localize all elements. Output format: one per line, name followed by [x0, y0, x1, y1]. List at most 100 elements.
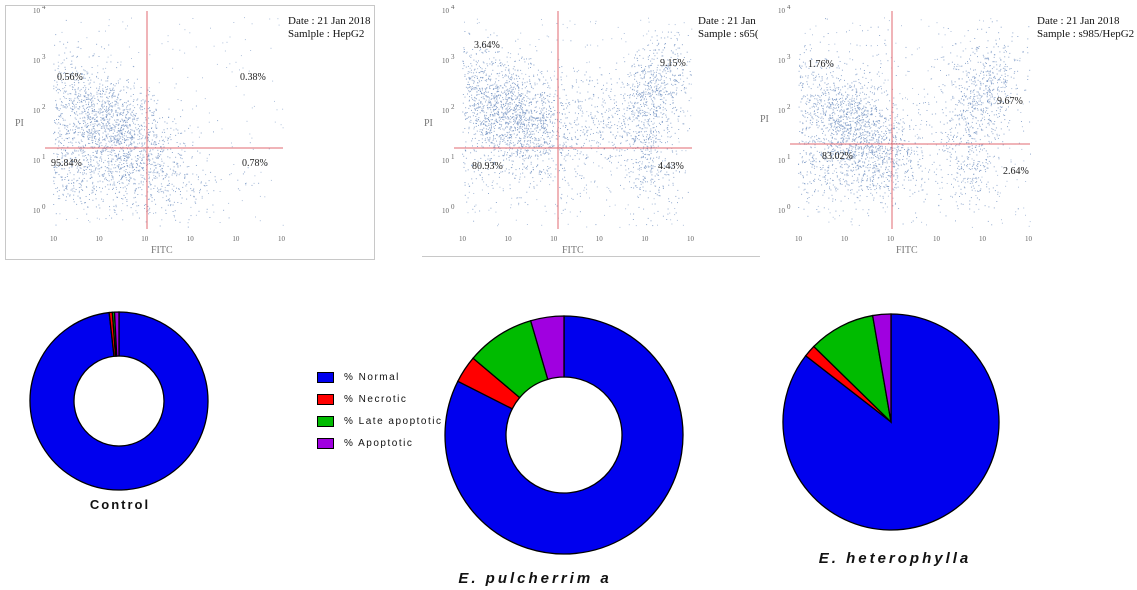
scatter-point	[635, 54, 636, 56]
scatter-point	[482, 77, 484, 79]
scatter-point	[645, 139, 647, 141]
scatter-point	[158, 175, 160, 177]
scatter-point	[497, 86, 499, 88]
scatter-point	[510, 102, 512, 104]
scatter-point	[651, 90, 653, 92]
scatter-point	[160, 151, 162, 152]
scatter-point	[586, 131, 588, 133]
scatter-point	[124, 125, 126, 127]
scatter-point	[61, 31, 63, 33]
scatter-point	[543, 128, 545, 130]
scatter-point	[489, 97, 491, 99]
scatter-point	[562, 168, 564, 169]
scatter-point	[649, 170, 651, 172]
scatter-point	[66, 188, 68, 190]
scatter-point	[489, 136, 491, 138]
scatter-point	[117, 112, 119, 114]
scatter-point	[90, 132, 92, 133]
scatter-point	[496, 35, 498, 37]
scatter-point	[117, 80, 119, 82]
scatter-point	[81, 111, 83, 113]
scatter-point	[82, 179, 83, 181]
scatter-point	[72, 139, 74, 141]
scatter-point	[62, 153, 63, 155]
scatter-point	[687, 130, 689, 132]
scatter-point	[548, 101, 550, 103]
scatter-point	[472, 115, 474, 117]
scatter-point	[637, 95, 639, 97]
scatter-point	[134, 189, 136, 191]
scatter-point	[112, 150, 114, 152]
scatter-point	[651, 63, 653, 64]
scatter-point	[576, 91, 578, 93]
scatter-point	[106, 115, 107, 117]
scatter-point	[464, 31, 466, 32]
scatter-point	[228, 217, 230, 219]
scatter-point	[673, 45, 675, 47]
scatter-point	[59, 135, 61, 137]
scatter-point	[73, 187, 75, 189]
scatter-point	[85, 166, 87, 168]
scatter-point	[667, 68, 668, 70]
scatter-point	[515, 98, 517, 100]
scatter-point	[65, 125, 67, 127]
scatter-point	[502, 139, 504, 140]
scatter-point	[661, 55, 663, 57]
scatter-point	[89, 194, 90, 195]
scatter-point	[614, 112, 616, 114]
scatter-point	[170, 204, 172, 205]
scatter-point	[64, 66, 66, 68]
scatter-point	[520, 148, 522, 150]
scatter-point	[506, 113, 508, 115]
scatter-point	[245, 183, 246, 185]
scatter-point	[167, 138, 169, 140]
scatter-point	[141, 168, 143, 169]
scatter-point	[193, 196, 195, 198]
scatter-point	[66, 104, 68, 106]
scatter-point	[470, 69, 472, 71]
scatter-point	[81, 181, 83, 183]
scatter-point	[59, 213, 61, 215]
scatter-point	[678, 82, 680, 84]
scatter-point	[490, 103, 492, 105]
scatter-point	[89, 165, 91, 167]
scatter-point	[569, 104, 571, 106]
scatter-point	[79, 172, 81, 174]
scatter-point	[58, 65, 60, 67]
scatter-point	[106, 180, 108, 181]
scatter-point	[121, 124, 123, 126]
scatter-point	[76, 160, 78, 162]
scatter-point	[136, 160, 138, 162]
scatter-point	[84, 99, 86, 101]
scatter-point	[478, 85, 480, 87]
scatter-point	[487, 65, 489, 67]
scatter-point	[119, 130, 121, 132]
scatter-point	[618, 78, 620, 80]
scatter-point	[636, 117, 638, 119]
scatter-point	[509, 184, 511, 186]
scatter-point	[674, 74, 676, 76]
scatter-point	[524, 82, 526, 84]
scatter-point	[95, 206, 97, 208]
scatter-point	[478, 79, 480, 81]
plot-border	[5, 5, 375, 260]
scatter-point	[115, 110, 117, 112]
scatter-point	[137, 194, 139, 195]
scatter-point	[600, 137, 602, 138]
scatter-point	[97, 77, 99, 79]
scatter-point	[165, 200, 167, 202]
scatter-point	[487, 118, 489, 120]
scatter-point	[687, 35, 689, 36]
scatter-point	[660, 95, 662, 97]
scatter-point	[550, 77, 551, 79]
scatter-point	[517, 141, 519, 143]
scatter-point	[111, 217, 113, 219]
scatter-point	[99, 139, 100, 141]
scatter-point	[653, 86, 655, 88]
scatter-point	[486, 131, 488, 133]
scatter-point	[653, 49, 655, 51]
scatter-point	[93, 188, 95, 190]
scatter-point	[126, 137, 128, 139]
scatter-point	[91, 108, 93, 109]
scatter-point	[105, 101, 107, 103]
